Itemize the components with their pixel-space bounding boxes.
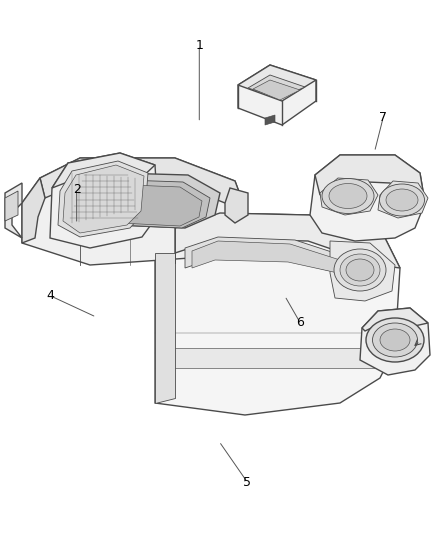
Ellipse shape (334, 249, 386, 291)
Polygon shape (103, 185, 202, 226)
Text: 7: 7 (379, 111, 387, 124)
Polygon shape (310, 155, 425, 241)
Polygon shape (88, 173, 220, 228)
Polygon shape (225, 188, 248, 223)
Ellipse shape (322, 179, 374, 214)
Polygon shape (253, 80, 300, 100)
Ellipse shape (380, 329, 410, 351)
Polygon shape (155, 213, 400, 415)
Polygon shape (320, 178, 378, 215)
Polygon shape (185, 237, 350, 275)
Polygon shape (362, 308, 428, 331)
Polygon shape (22, 178, 45, 243)
Ellipse shape (386, 189, 418, 211)
Text: 4: 4 (46, 289, 54, 302)
Ellipse shape (379, 184, 424, 216)
Text: 5: 5 (244, 476, 251, 489)
Polygon shape (315, 155, 425, 203)
Ellipse shape (372, 323, 417, 357)
Polygon shape (58, 161, 148, 237)
Ellipse shape (340, 254, 380, 286)
Polygon shape (192, 241, 340, 273)
Polygon shape (5, 183, 22, 238)
Polygon shape (238, 65, 316, 125)
Polygon shape (40, 158, 245, 208)
Polygon shape (238, 65, 316, 101)
Polygon shape (155, 253, 175, 403)
Polygon shape (63, 165, 144, 233)
Ellipse shape (329, 183, 367, 208)
Polygon shape (155, 348, 395, 368)
Text: 1: 1 (195, 39, 203, 52)
Polygon shape (52, 153, 155, 188)
Polygon shape (248, 75, 305, 98)
Polygon shape (265, 115, 275, 125)
Ellipse shape (346, 259, 374, 281)
Polygon shape (22, 158, 245, 265)
Text: 2: 2 (73, 183, 81, 196)
Polygon shape (378, 181, 428, 218)
Text: 6: 6 (296, 316, 304, 329)
Polygon shape (50, 153, 158, 248)
Polygon shape (360, 308, 430, 375)
Polygon shape (175, 213, 400, 268)
Polygon shape (330, 241, 395, 301)
Polygon shape (96, 180, 210, 228)
Ellipse shape (366, 318, 424, 362)
Polygon shape (5, 191, 18, 221)
